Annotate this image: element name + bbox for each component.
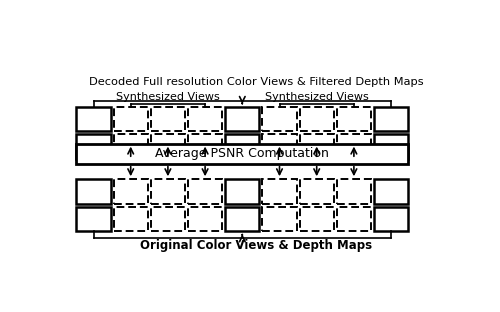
Bar (151, 207, 185, 232)
Bar (76, 179, 110, 204)
Text: Synthesized Views: Synthesized Views (265, 92, 368, 102)
Bar (337, 107, 371, 131)
Bar (114, 134, 148, 159)
Bar (76, 134, 110, 159)
Bar (188, 134, 222, 159)
Bar (114, 179, 148, 204)
Bar (76, 107, 110, 131)
Bar (114, 207, 148, 232)
Bar (188, 207, 222, 232)
Bar (300, 107, 334, 131)
Bar (188, 107, 222, 131)
Bar (225, 179, 260, 204)
Bar (337, 134, 371, 159)
Bar (374, 107, 408, 131)
Bar (225, 134, 260, 159)
Bar (225, 207, 260, 232)
Bar (262, 207, 296, 232)
Text: Synthesized Views: Synthesized Views (116, 92, 220, 102)
Text: Average PSNR Computation: Average PSNR Computation (156, 147, 329, 160)
Bar (374, 134, 408, 159)
Bar (262, 134, 296, 159)
Text: Decoded Full resolution Color Views & Filtered Depth Maps: Decoded Full resolution Color Views & Fi… (89, 77, 424, 87)
Text: Original Color Views & Depth Maps: Original Color Views & Depth Maps (140, 239, 372, 252)
Bar (151, 134, 185, 159)
Bar (374, 179, 408, 204)
Bar (300, 179, 334, 204)
Bar (225, 107, 260, 131)
Bar (188, 179, 222, 204)
Bar (114, 107, 148, 131)
Bar (151, 179, 185, 204)
Bar (300, 134, 334, 159)
Bar (151, 107, 185, 131)
Bar (76, 144, 408, 164)
Bar (374, 207, 408, 232)
Bar (337, 207, 371, 232)
Bar (300, 207, 334, 232)
Bar (337, 179, 371, 204)
Bar (76, 207, 110, 232)
Bar (262, 107, 296, 131)
Bar (262, 179, 296, 204)
